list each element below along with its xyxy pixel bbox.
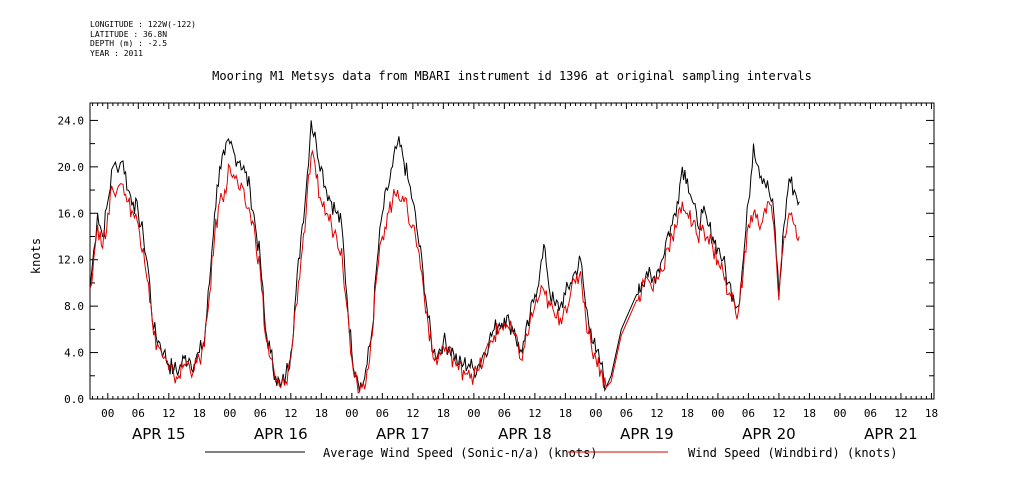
- day-label: APR 15: [132, 425, 186, 443]
- series-layer: [89, 120, 800, 394]
- x-tick-label: 18: [681, 407, 694, 420]
- x-tick-label: 18: [437, 407, 450, 420]
- x-tick-label: 06: [132, 407, 145, 420]
- day-label: APR 20: [742, 425, 796, 443]
- legend-label-black: Average Wind Speed (Sonic-n/a) (knots): [323, 446, 598, 460]
- x-tick-label: 12: [528, 407, 541, 420]
- x-tick-label: 18: [315, 407, 328, 420]
- x-tick-label: 06: [742, 407, 755, 420]
- longitude-text: LONGITUDE : 122W(-122): [90, 20, 196, 29]
- legend-label-red: Wind Speed (Windbird) (knots): [688, 446, 898, 460]
- metadata-block: LONGITUDE : 122W(-122) LATITUDE : 36.8N …: [90, 20, 196, 58]
- x-tick-label: 12: [650, 407, 663, 420]
- y-tick-label: 20.0: [58, 161, 85, 174]
- day-labels: APR 15 APR 16 APR 17 APR 18 APR 19 APR 20 APR …: [132, 425, 918, 443]
- series-line-black: [89, 120, 800, 393]
- x-tick-label: 18: [193, 407, 206, 420]
- y-tick-label: 4.0: [64, 347, 84, 360]
- day-label: APR 16: [254, 425, 308, 443]
- chart-title: Mooring M1 Metsys data from MBARI instru…: [212, 69, 812, 83]
- x-tick-label: 06: [864, 407, 877, 420]
- y-axis-ticks: 0.0 4.0 8.0 12.0 16.0 20.0 24.0: [58, 114, 934, 406]
- y-tick-label: 0.0: [64, 393, 84, 406]
- x-tick-label: 06: [376, 407, 389, 420]
- day-label: APR 18: [498, 425, 552, 443]
- x-tick-label: 12: [894, 407, 907, 420]
- x-tick-label: 00: [589, 407, 602, 420]
- x-tick-label: 18: [925, 407, 938, 420]
- y-tick-label: 24.0: [58, 114, 85, 127]
- x-tick-label: 00: [223, 407, 236, 420]
- x-tick-label: 00: [833, 407, 846, 420]
- x-tick-label: 00: [467, 407, 480, 420]
- x-tick-label: 12: [162, 407, 175, 420]
- x-tick-label: 18: [559, 407, 572, 420]
- x-tick-label: 00: [345, 407, 358, 420]
- plot-frame: [89, 102, 935, 400]
- x-tick-label: 00: [711, 407, 724, 420]
- series-line-red: [89, 149, 800, 394]
- x-tick-label: 00: [101, 407, 114, 420]
- x-axis-ticks: 00 06 12 18 00 06 12 18 00 06 12 18 00 06 12 18 00 06 12 18…: [101, 407, 938, 420]
- x-tick-label: 06: [620, 407, 633, 420]
- day-label: APR 21: [864, 425, 918, 443]
- day-label: APR 19: [620, 425, 674, 443]
- depth-text: DEPTH (m) : -2.5: [90, 39, 168, 48]
- y-tick-label: 12.0: [58, 254, 85, 267]
- year-text: YEAR : 2011: [90, 48, 143, 58]
- y-axis-label: knots: [29, 238, 43, 274]
- x-tick-label: 06: [254, 407, 267, 420]
- latitude-text: LATITUDE : 36.8N: [90, 29, 168, 39]
- y-tick-label: 16.0: [58, 207, 85, 220]
- y-tick-label: 8.0: [64, 300, 84, 313]
- day-label: APR 17: [376, 425, 430, 443]
- x-tick-label: 12: [406, 407, 419, 420]
- legend: Average Wind Speed (Sonic-n/a) (knots) W…: [205, 446, 898, 460]
- x-tick-label: 06: [498, 407, 511, 420]
- minor-ticks: [92, 103, 932, 399]
- x-tick-label: 18: [803, 407, 816, 420]
- x-tick-label: 12: [772, 407, 785, 420]
- x-tick-label: 12: [284, 407, 297, 420]
